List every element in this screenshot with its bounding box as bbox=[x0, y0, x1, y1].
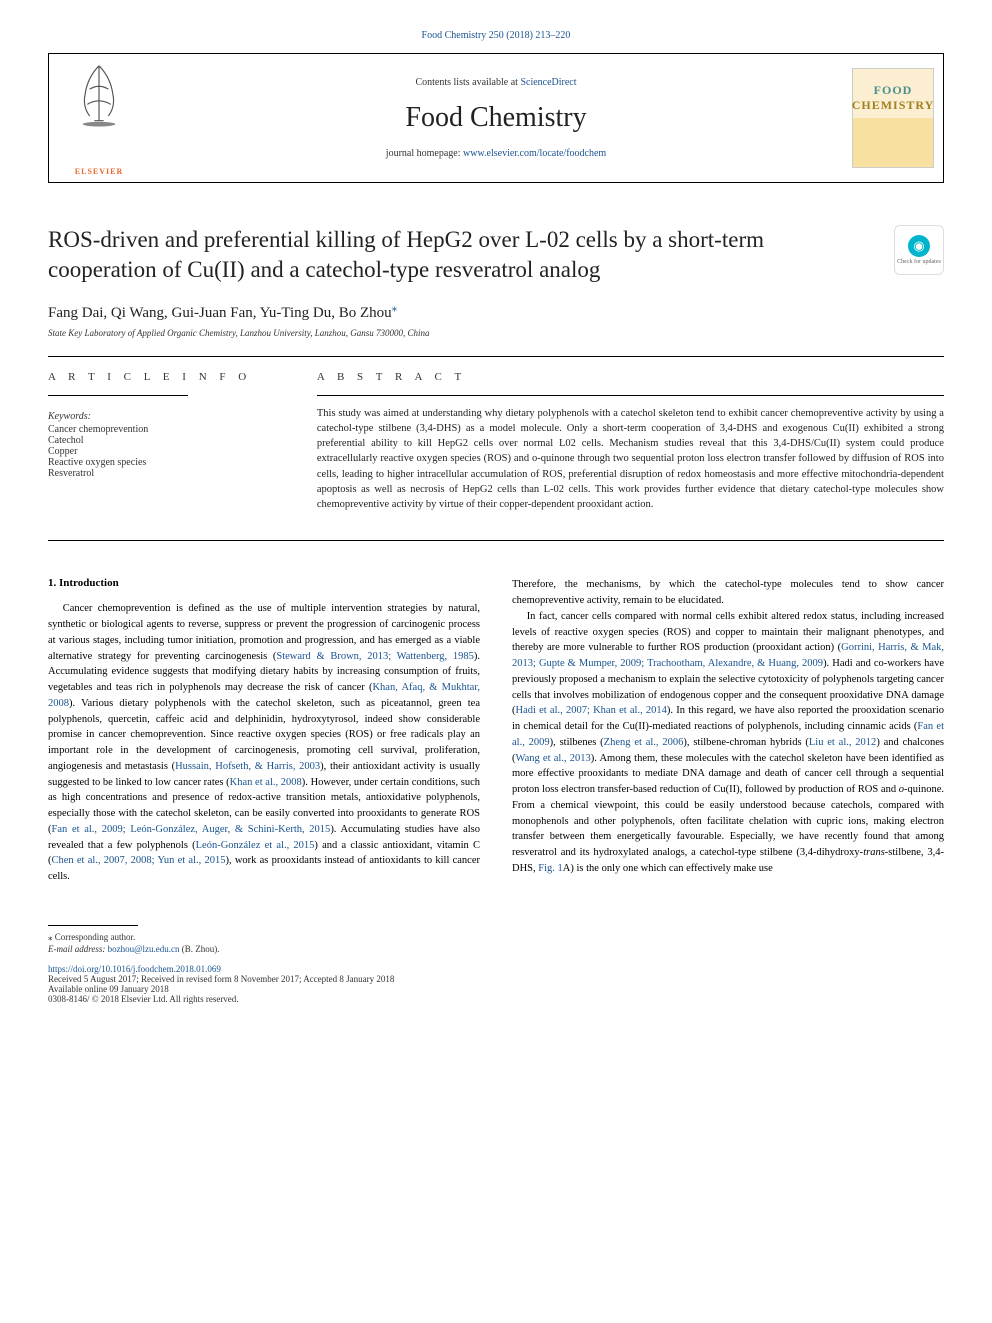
abstract-text: This study was aimed at understanding wh… bbox=[317, 406, 944, 513]
cover-chem-text: CHEMISTRY bbox=[852, 98, 935, 113]
corresponding-author-note: ⁎ Corresponding author. bbox=[48, 932, 944, 943]
info-rule bbox=[48, 395, 188, 396]
body-two-column: 1. Introduction Cancer chemoprevention i… bbox=[48, 577, 944, 885]
elsevier-tree-icon bbox=[64, 60, 134, 130]
email-suffix: (B. Zhou). bbox=[179, 944, 219, 954]
footnote-rule bbox=[48, 925, 138, 926]
homepage-prefix: journal homepage: bbox=[386, 148, 463, 159]
journal-header: ELSEVIER Contents lists available at Sci… bbox=[48, 53, 944, 183]
check-updates-badge[interactable]: ◉ Check for updates bbox=[894, 225, 944, 275]
citation-link[interactable]: Zheng et al., 2006 bbox=[604, 737, 684, 748]
citation-link[interactable]: León-González et al., 2015 bbox=[196, 840, 315, 851]
crossmark-icon: ◉ bbox=[908, 235, 930, 257]
text-run: A) is the only one which can effectively… bbox=[563, 863, 773, 874]
article-history: Received 5 August 2017; Received in revi… bbox=[48, 974, 944, 984]
affiliation: State Key Laboratory of Applied Organic … bbox=[48, 328, 944, 338]
article-title: ROS-driven and preferential killing of H… bbox=[48, 225, 874, 285]
journal-citation: Food Chemistry 250 (2018) 213–220 bbox=[48, 30, 944, 41]
food-chemistry-cover: FOOD CHEMISTRY bbox=[852, 68, 934, 168]
citation-link[interactable]: Fan et al., 2009; León-González, Auger, … bbox=[52, 824, 331, 835]
copyright-line: 0308-8146/ © 2018 Elsevier Ltd. All righ… bbox=[48, 994, 944, 1004]
journal-cover-box: FOOD CHEMISTRY bbox=[843, 54, 943, 182]
citation-link[interactable]: Chen et al., 2007, 2008; Yun et al., 201… bbox=[52, 855, 226, 866]
citation-link[interactable]: Liu et al., 2012 bbox=[809, 737, 876, 748]
abstract-rule bbox=[317, 395, 944, 396]
keyword-item: Copper bbox=[48, 446, 281, 457]
citation-link[interactable]: Hussain, Hofseth, & Harris, 2003 bbox=[175, 761, 320, 772]
right-column: Therefore, the mechanisms, by which the … bbox=[512, 577, 944, 885]
citation-link[interactable]: Wang et al., 2013 bbox=[516, 753, 591, 764]
check-updates-label: Check for updates bbox=[897, 259, 941, 265]
figure-link[interactable]: Fig. 1 bbox=[538, 863, 563, 874]
elsevier-logo-box: ELSEVIER bbox=[49, 54, 149, 182]
email-line: E-mail address: bozhou@lzu.edu.cn (B. Zh… bbox=[48, 944, 944, 954]
journal-homepage-line: journal homepage: www.elsevier.com/locat… bbox=[386, 148, 606, 159]
keywords-label: Keywords: bbox=[48, 411, 91, 422]
col2-paragraph: In fact, cancer cells compared with norm… bbox=[512, 609, 944, 877]
sciencedirect-link[interactable]: ScienceDirect bbox=[520, 77, 576, 88]
cover-food-text: FOOD bbox=[874, 83, 913, 98]
citation-link[interactable]: Hadi et al., 2007; Khan et al., 2014 bbox=[516, 705, 667, 716]
keyword-item: Reactive oxygen species bbox=[48, 457, 281, 468]
keyword-item: Catechol bbox=[48, 435, 281, 446]
intro-paragraph: Cancer chemoprevention is defined as the… bbox=[48, 601, 480, 885]
article-info-heading: A R T I C L E I N F O bbox=[48, 371, 281, 383]
contents-prefix: Contents lists available at bbox=[415, 77, 520, 88]
intro-heading: 1. Introduction bbox=[48, 577, 480, 589]
italic-trans: trans bbox=[863, 847, 885, 858]
elsevier-wordmark: ELSEVIER bbox=[75, 167, 123, 176]
citation-link[interactable]: Steward & Brown, 2013; Wattenberg, 1985 bbox=[276, 651, 473, 662]
keyword-item: Cancer chemoprevention bbox=[48, 424, 281, 435]
abstract-column: A B S T R A C T This study was aimed at … bbox=[299, 357, 944, 527]
abstract-heading: A B S T R A C T bbox=[317, 371, 944, 383]
doi-link[interactable]: https://doi.org/10.1016/j.foodchem.2018.… bbox=[48, 964, 944, 974]
contents-list-line: Contents lists available at ScienceDirec… bbox=[415, 77, 576, 88]
text-run: ), stilbene-chroman hybrids ( bbox=[683, 737, 808, 748]
text-run: ), stilbenes ( bbox=[550, 737, 604, 748]
journal-homepage-link[interactable]: www.elsevier.com/locate/foodchem bbox=[463, 148, 606, 159]
citation-link[interactable]: Khan et al., 2008 bbox=[230, 777, 302, 788]
authors-line: Fang Dai, Qi Wang, Gui-Juan Fan, Yu-Ting… bbox=[48, 301, 944, 322]
authors-names: Fang Dai, Qi Wang, Gui-Juan Fan, Yu-Ting… bbox=[48, 305, 392, 321]
abstract-bottom-rule bbox=[48, 540, 944, 541]
article-info-column: A R T I C L E I N F O Keywords: Cancer c… bbox=[48, 357, 299, 527]
email-link[interactable]: bozhou@lzu.edu.cn bbox=[108, 944, 180, 954]
email-label: E-mail address: bbox=[48, 944, 108, 954]
journal-title: Food Chemistry bbox=[405, 102, 586, 134]
left-column: 1. Introduction Cancer chemoprevention i… bbox=[48, 577, 480, 885]
col2-continuation: Therefore, the mechanisms, by which the … bbox=[512, 577, 944, 609]
keyword-item: Resveratrol bbox=[48, 468, 281, 479]
available-online: Available online 09 January 2018 bbox=[48, 984, 944, 994]
corresponding-marker: ⁎ bbox=[392, 302, 398, 314]
footnotes: ⁎ Corresponding author. E-mail address: … bbox=[48, 925, 944, 1004]
